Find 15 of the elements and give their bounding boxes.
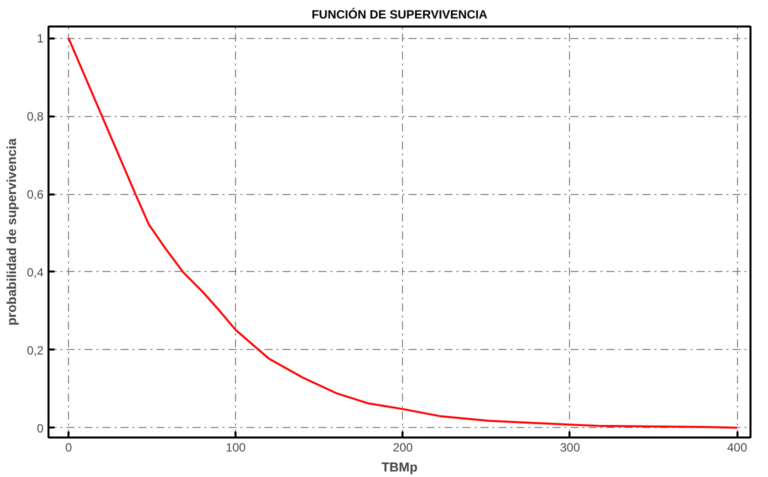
y-tick-label: 1	[36, 32, 44, 46]
x-tick-label: 100	[226, 440, 246, 454]
y-tick-label: 0,4	[26, 265, 44, 280]
y-tick-label: 0	[36, 421, 44, 436]
y-tick-label: 0,6	[26, 188, 44, 202]
y-tick-label: 0,2	[26, 343, 44, 358]
chart-title: FUNCIÓN DE SUPERVIVENCIA	[312, 8, 488, 22]
x-tick-label: 300	[560, 440, 580, 454]
y-axis-title: probabilidad de supervivencia	[4, 138, 19, 326]
x-axis-title: TBMp	[381, 460, 418, 474]
y-tick-label: 0,8	[26, 110, 44, 124]
x-tick-label: 0	[65, 440, 72, 454]
x-tick-label: 400	[727, 440, 748, 454]
x-tick-label: 200	[392, 440, 414, 454]
line-series	[68, 37, 738, 429]
